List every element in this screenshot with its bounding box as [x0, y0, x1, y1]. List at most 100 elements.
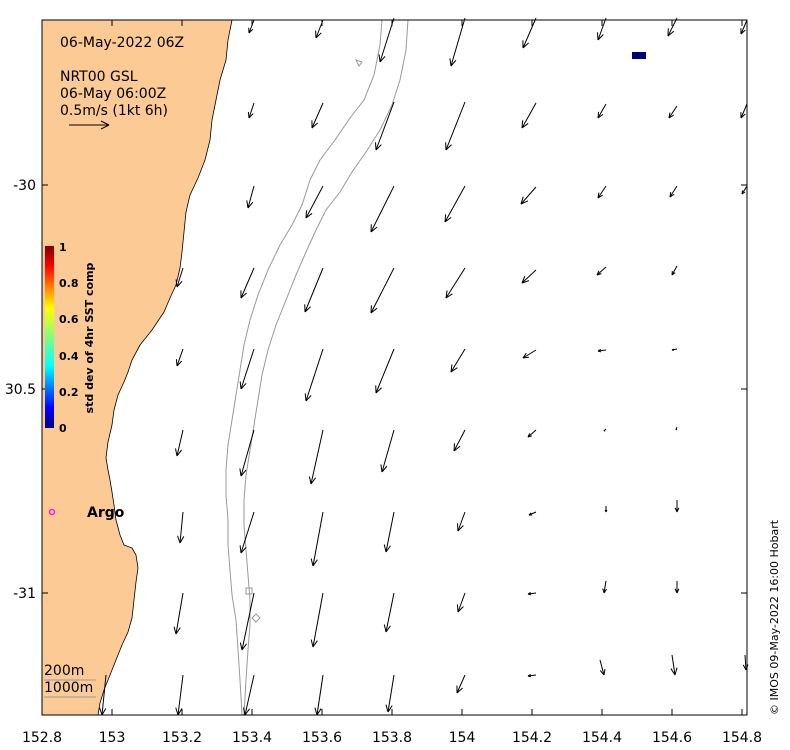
current-vector-arrow [248, 19, 255, 34]
x-tick-label: 153.8 [372, 730, 412, 746]
current-vector-arrow [239, 429, 255, 477]
current-vector-arrow [247, 102, 255, 119]
x-axis-labels: 152.8 153 153.2 153.4 153.6 153.8 154 15… [22, 730, 762, 746]
argo-label: Argo [87, 505, 125, 521]
current-vector-arrow [305, 185, 324, 219]
current-vector-arrow [175, 348, 184, 367]
current-vector-arrow [520, 186, 537, 205]
current-vector-arrow [527, 429, 537, 438]
current-vector-arrow [668, 105, 678, 119]
current-vector-arrow [596, 17, 607, 41]
current-vector-arrow [597, 185, 607, 199]
current-vectors [99, 17, 749, 716]
colorbar-tick-label: 0.6 [59, 313, 79, 326]
contour-200m [225, 19, 383, 716]
current-vector-arrow [239, 348, 255, 390]
depth-label-1000m: 1000m [44, 680, 93, 696]
current-vector-arrow [375, 101, 395, 151]
current-vector-arrow [671, 348, 678, 351]
current-vector-arrow [456, 674, 466, 694]
colorbar [45, 246, 54, 428]
colorbar-tick-label: 1 [59, 241, 67, 254]
current-vector-arrow [311, 102, 324, 129]
sst-patch [632, 52, 646, 59]
current-vector-arrow [456, 511, 466, 532]
current-vector-arrow [310, 592, 324, 648]
current-vector-arrow [604, 506, 608, 513]
colorbar-tick-label: 0.4 [59, 350, 79, 363]
scale-label: 0.5m/s (1kt 6h) [60, 103, 168, 119]
current-vector-arrow [522, 349, 537, 359]
islet [251, 613, 261, 623]
current-vector-arrow [740, 19, 748, 35]
current-vector-arrow [240, 267, 255, 299]
current-vector-arrow [671, 265, 678, 276]
current-vector-arrow [528, 511, 537, 516]
y-tick-label: -31 [13, 586, 36, 602]
current-vector-arrow [669, 185, 678, 198]
x-tick-label: 153.6 [302, 730, 342, 746]
current-vector-arrow [522, 17, 537, 49]
current-vector-arrow [603, 428, 607, 432]
current-vector-arrow [450, 348, 466, 373]
x-tick-label: 153 [99, 730, 126, 746]
current-vector-arrow [675, 426, 678, 431]
y-tick-label: -30 [13, 178, 36, 194]
current-vector-arrow [304, 348, 324, 402]
argo-marker [48, 508, 56, 516]
x-tick-label: 153.2 [162, 730, 202, 746]
current-vector-arrow [370, 185, 395, 233]
colorbar-tick-label: 0.2 [59, 386, 79, 399]
x-tick-label: 154.8 [722, 730, 762, 746]
current-vector-arrow [596, 266, 607, 276]
current-vector-arrow [242, 674, 255, 716]
y-tick-label: 30.5 [5, 382, 36, 398]
current-vector-arrow [527, 673, 537, 678]
current-vector-arrow [175, 674, 184, 716]
y-axis-labels: -30 30.5 -31 [5, 178, 36, 602]
current-vector-arrow [175, 429, 184, 457]
current-vector-arrow [239, 511, 255, 554]
current-vector-arrow [383, 592, 395, 633]
date-title: 06-May-2022 06Z [60, 35, 184, 51]
x-tick-label: 154.4 [582, 730, 622, 746]
current-vector-arrow [383, 511, 395, 553]
current-vector-arrow [456, 592, 466, 613]
x-tick-label: 152.8 [22, 730, 62, 746]
x-tick-label: 154 [449, 730, 476, 746]
current-vector-arrow [385, 674, 395, 713]
current-vector-arrow [308, 429, 324, 485]
current-vector-arrow [667, 17, 678, 37]
current-vector-arrow [173, 592, 184, 635]
x-tick-label: 154.2 [512, 730, 552, 746]
colorbar-tick-label: 0.8 [59, 277, 79, 290]
current-vector-arrow [445, 267, 466, 299]
current-vector-arrow [674, 500, 680, 513]
current-vector-arrow [175, 267, 184, 288]
colorbar-title: std dev of 4hr SST comp [83, 262, 96, 413]
current-vector-arrow [304, 267, 324, 313]
current-vector-arrow [453, 429, 466, 452]
islet [355, 59, 363, 67]
current-vector-arrow [445, 101, 466, 151]
current-vector-arrow [99, 674, 107, 716]
current-vector-arrow [314, 674, 324, 716]
x-tick-label: 154.6 [652, 730, 692, 746]
current-vector-arrow [521, 269, 537, 284]
current-vector-arrow [444, 185, 466, 223]
current-vector-arrow [521, 102, 537, 129]
product-time: 06-May 06:00Z [60, 86, 166, 102]
tick-marks [41, 20, 747, 715]
contour-1000m [243, 19, 409, 716]
current-vector-arrow [380, 429, 395, 473]
current-vector-arrow [449, 17, 466, 67]
current-vector-arrow [527, 591, 537, 596]
credit-text: © IMOS 09-May-2022 16:00 Hobart [768, 519, 781, 715]
current-vector-arrow [670, 654, 678, 676]
islet [245, 587, 253, 595]
depth-label-200m: 200m [44, 663, 84, 679]
current-vector-arrow [246, 185, 255, 209]
current-vector-arrow [239, 592, 255, 651]
current-vector-arrow [602, 580, 608, 594]
